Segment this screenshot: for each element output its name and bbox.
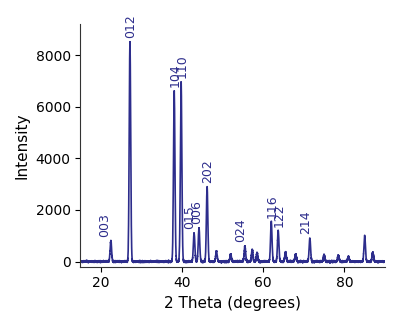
Text: 104: 104: [168, 64, 182, 87]
Text: 003: 003: [98, 213, 111, 237]
Text: 202: 202: [202, 159, 214, 183]
Text: 006: 006: [190, 200, 204, 224]
Text: 024: 024: [234, 218, 247, 242]
X-axis label: 2 Theta (degrees): 2 Theta (degrees): [164, 296, 301, 311]
Text: 214: 214: [299, 211, 312, 234]
Text: 110: 110: [176, 54, 188, 78]
Text: 122: 122: [272, 203, 286, 227]
Y-axis label: Intensity: Intensity: [15, 112, 30, 179]
Text: 015: 015: [184, 205, 196, 229]
Text: 116: 116: [266, 194, 278, 218]
Text: 012: 012: [124, 15, 137, 38]
